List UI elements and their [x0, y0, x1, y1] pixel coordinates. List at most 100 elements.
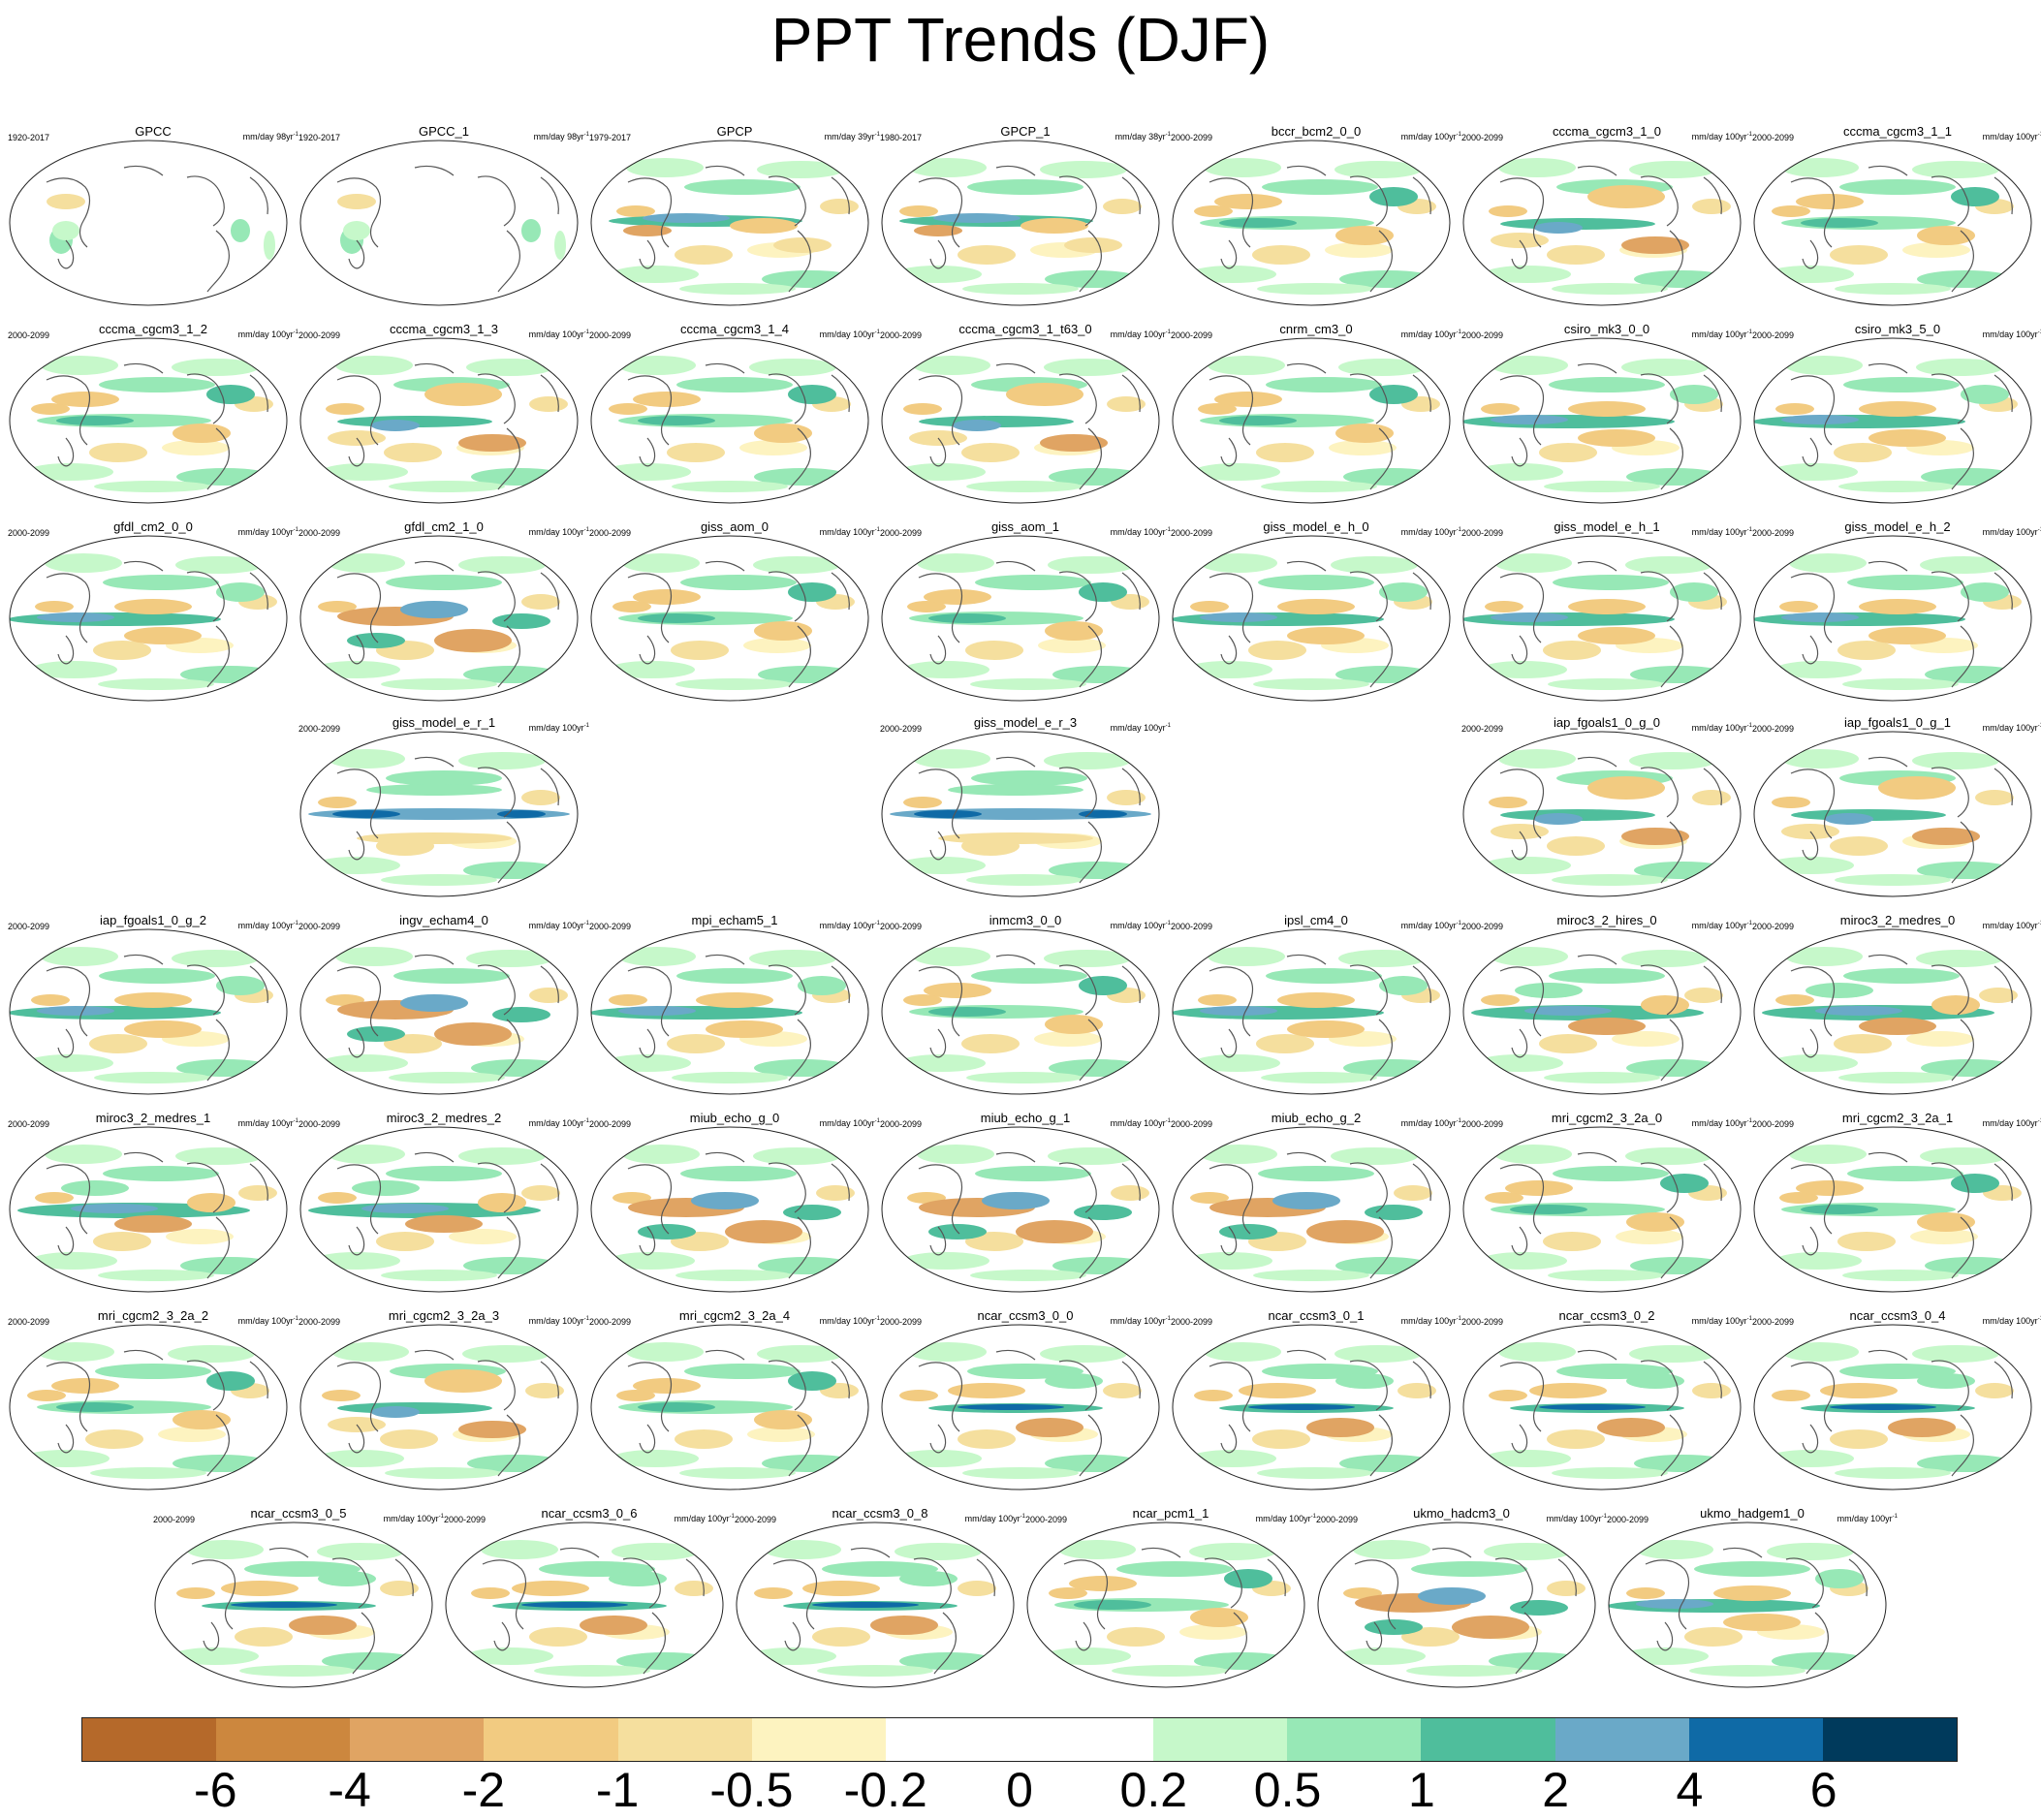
coastline — [918, 966, 963, 1037]
panel-unit: mm/day 100yr-1 — [964, 1514, 1025, 1523]
coastline — [186, 373, 225, 424]
map-panel: ncar_ccsm3_0_1 2000-2099 mm/day 100yr-1 — [1171, 1308, 1461, 1492]
coastline — [1209, 966, 1254, 1037]
map-outline — [1462, 535, 1742, 702]
trend-map — [9, 140, 288, 306]
map-panel: mri_cgcm2_3_2a_3 2000-2099 mm/day 100yr-1 — [298, 1308, 589, 1492]
trend-region — [35, 601, 74, 612]
panel-period: 2000-2099 — [1752, 133, 1795, 142]
panel-unit: mm/day 100yr-1 — [1691, 723, 1752, 733]
colorbar-swatch — [1153, 1718, 1288, 1761]
trend-region — [1079, 582, 1127, 602]
trend-region — [424, 383, 502, 406]
trend-map — [1026, 1522, 1305, 1688]
trend-region — [1306, 1220, 1384, 1243]
trend-region — [1847, 1166, 1963, 1181]
panel-unit: mm/day 100yr-1 — [819, 527, 880, 537]
trend-region — [667, 443, 725, 462]
trend-region — [1931, 995, 1980, 1015]
coastline — [1499, 1164, 1545, 1235]
coastline — [1366, 1621, 1383, 1651]
panel-unit: mm/day 100yr-1 — [237, 527, 298, 537]
coastline — [206, 1216, 230, 1279]
trend-region — [1629, 1345, 1716, 1363]
coastline — [831, 176, 850, 215]
coastline — [1058, 373, 1097, 424]
trend-region — [749, 950, 836, 967]
coastline — [1058, 964, 1097, 1016]
trend-region — [903, 797, 942, 808]
trend-region — [706, 1020, 783, 1038]
map-panel: ukmo_hadcm3_0 2000-2099 mm/day 100yr-1 — [1316, 1506, 1607, 1690]
map-outline — [1753, 140, 2032, 306]
coastline — [995, 1349, 1036, 1361]
coastline — [929, 437, 947, 467]
trend-region — [622, 553, 700, 573]
trend-map — [590, 535, 869, 702]
colorbar-tick-label: -2 — [461, 1763, 506, 1817]
panel-unit: mm/day 100yr-1 — [1110, 527, 1171, 537]
trend-region — [449, 1229, 517, 1244]
trend-region — [1625, 1147, 1712, 1165]
trend-map — [1608, 1522, 1887, 1688]
trend-region — [1198, 994, 1237, 1006]
trend-region — [512, 1581, 589, 1596]
trend-region — [458, 434, 526, 452]
trend-region — [924, 589, 991, 605]
panel-period: 2000-2099 — [880, 1119, 923, 1129]
coastline — [1412, 572, 1431, 611]
panel-period: 2000-2099 — [1171, 1119, 1213, 1129]
trend-region — [1843, 968, 1960, 984]
trend-region — [1547, 836, 1605, 856]
trend-region — [675, 1270, 792, 1281]
colorbar-swatch — [1287, 1718, 1422, 1761]
map-panel: GPCC 1920-2017 mm/day 98yr-1 — [8, 124, 298, 308]
trend-region — [638, 613, 715, 623]
map-panel: ncar_ccsm3_0_5 2000-2099 mm/day 100yr-1 — [153, 1506, 444, 1690]
trend-map — [1462, 337, 1742, 504]
trend-map — [1753, 731, 2032, 897]
trend-region — [1329, 440, 1397, 455]
coastline — [1577, 1349, 1617, 1361]
coastline — [1349, 1360, 1388, 1411]
trend-region — [168, 1345, 255, 1363]
panel-title: gfdl_cm2_1_0 — [404, 519, 484, 534]
trend-region — [1219, 218, 1297, 228]
map-outline — [299, 337, 579, 504]
panel-unit: mm/day 100yr-1 — [1110, 329, 1171, 339]
trend-region — [1452, 1616, 1529, 1639]
panel-unit: mm/day 100yr-1 — [1691, 1316, 1752, 1326]
panel-title: ukmo_hadcm3_0 — [1413, 1506, 1510, 1521]
trend-region — [958, 245, 1016, 265]
trend-region — [580, 1616, 647, 1635]
trend-region — [1485, 601, 1523, 612]
coastline — [1802, 1424, 1819, 1454]
coastline — [1121, 965, 1141, 1004]
panel-unit: mm/day 100yr-1 — [1400, 921, 1461, 930]
trend-region — [743, 638, 811, 653]
trend-region — [967, 179, 1083, 195]
map-outline — [1172, 1126, 1451, 1293]
trend-region — [914, 225, 962, 236]
panel-period: 2000-2099 — [1316, 1515, 1359, 1524]
trend-region — [1568, 1018, 1646, 1035]
map-outline — [1753, 1324, 2032, 1491]
trend-region — [612, 1543, 699, 1560]
trend-region — [361, 1204, 449, 1213]
trend-region — [975, 1166, 1091, 1181]
coastline — [1121, 374, 1141, 413]
panel-period: 2000-2099 — [1461, 528, 1504, 538]
trend-region — [1568, 401, 1646, 417]
trend-region — [264, 231, 275, 260]
trend-region — [1629, 752, 1716, 769]
map-panel: mpi_echam5_1 2000-2099 mm/day 100yr-1 — [589, 913, 880, 1097]
panel-title: bccr_bcm2_0_0 — [1271, 124, 1362, 139]
trend-region — [1248, 1404, 1355, 1410]
trend-region — [206, 385, 255, 404]
coastline — [1499, 769, 1545, 839]
trend-region — [1335, 1373, 1394, 1389]
trend-region — [175, 1147, 263, 1165]
coastline — [1640, 964, 1679, 1016]
panel-unit: mm/day 100yr-1 — [1982, 1118, 2041, 1128]
coastline — [57, 1028, 75, 1058]
